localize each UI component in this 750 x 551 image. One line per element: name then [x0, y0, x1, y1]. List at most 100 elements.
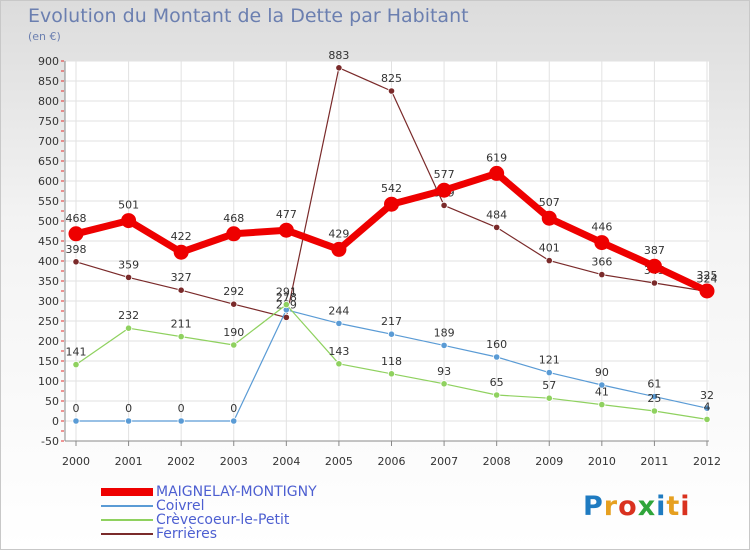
- data-label: 61: [647, 378, 661, 391]
- y-tick-label: 300: [38, 295, 59, 308]
- data-point: [545, 368, 553, 377]
- data-point: [331, 241, 347, 257]
- data-point: [598, 381, 606, 389]
- legend-label: Ferrières: [156, 526, 218, 542]
- data-point: [650, 407, 659, 415]
- data-label: 359: [118, 258, 139, 271]
- data-label: 291: [276, 286, 297, 299]
- data-point: [177, 286, 185, 294]
- data-point: [226, 226, 242, 242]
- x-tick-label: 2002: [167, 455, 195, 468]
- data-point: [598, 400, 606, 409]
- data-label: 387: [644, 244, 665, 257]
- x-tick-label: 2009: [535, 455, 563, 468]
- data-point: [72, 360, 80, 369]
- data-point: [72, 258, 80, 266]
- data-point: [124, 417, 133, 425]
- data-label: 232: [118, 309, 139, 322]
- data-label: 118: [381, 355, 402, 368]
- data-label: 0: [125, 402, 132, 415]
- data-label: 477: [276, 208, 297, 221]
- logo-letter: r: [603, 491, 619, 522]
- y-tick-label: 650: [38, 155, 59, 168]
- x-tick-label: 2001: [115, 455, 143, 468]
- data-point: [387, 370, 396, 378]
- data-point: [489, 165, 505, 181]
- data-label: 217: [381, 315, 402, 328]
- data-point: [387, 87, 396, 95]
- data-point: [493, 391, 501, 399]
- y-tick-label: 100: [38, 375, 59, 388]
- data-point: [177, 417, 185, 425]
- y-tick-label: 450: [38, 235, 59, 248]
- x-tick-label: 2006: [378, 455, 406, 468]
- data-label: 577: [434, 168, 455, 181]
- legend-swatch: [101, 519, 153, 521]
- y-tick-label: 700: [38, 135, 59, 148]
- y-tick-label: 600: [38, 175, 59, 188]
- y-tick-label: 900: [38, 55, 59, 68]
- data-label: 0: [73, 402, 80, 415]
- data-label: 542: [381, 182, 402, 195]
- data-label: 0: [230, 402, 237, 415]
- data-label: 121: [539, 354, 560, 367]
- data-point: [72, 417, 80, 425]
- y-tick-label: 550: [38, 195, 59, 208]
- data-point: [440, 341, 448, 349]
- data-label: 484: [486, 208, 507, 221]
- data-label: 160: [486, 338, 507, 351]
- data-label: 41: [595, 386, 609, 399]
- data-point: [650, 279, 659, 287]
- data-label: 211: [171, 318, 192, 331]
- y-tick-label: 850: [38, 75, 59, 88]
- data-label: 366: [591, 256, 612, 269]
- y-tick-label: 350: [38, 275, 59, 288]
- data-point: [230, 341, 238, 349]
- data-label: 825: [381, 72, 402, 85]
- data-label: 0: [178, 402, 185, 415]
- chart-title: Evolution du Montant de la Dette par Hab…: [28, 5, 469, 27]
- data-label: 93: [437, 365, 451, 378]
- data-label: 292: [223, 285, 244, 298]
- data-point: [384, 196, 399, 212]
- data-label: 429: [328, 227, 349, 240]
- data-point: [650, 392, 659, 401]
- data-label: 507: [539, 196, 560, 209]
- legend-label: Coivrel: [156, 498, 205, 514]
- y-tick-label: 250: [38, 315, 59, 328]
- data-point: [173, 244, 189, 260]
- data-label: 25: [647, 392, 661, 405]
- logo-letter: P: [583, 491, 604, 522]
- data-point: [124, 324, 133, 332]
- data-label: 143: [328, 345, 349, 358]
- x-tick-label: 2008: [483, 455, 511, 468]
- logo-letter: i: [656, 491, 667, 522]
- legend-swatch: [101, 505, 153, 507]
- y-tick-label: 200: [38, 335, 59, 348]
- x-tick-label: 2003: [220, 455, 248, 468]
- proxiti-logo: Proxiti: [583, 491, 691, 522]
- data-point: [598, 270, 606, 279]
- data-label: 446: [591, 221, 612, 234]
- y-tick-label: 400: [38, 255, 59, 268]
- data-label: 244: [328, 304, 349, 317]
- data-label: 141: [66, 346, 87, 359]
- legend-swatch: [101, 533, 153, 535]
- data-point: [545, 256, 553, 265]
- y-tick-label: -50: [41, 435, 59, 448]
- data-point: [703, 415, 711, 423]
- y-tick-label: 150: [38, 355, 59, 368]
- data-label: 57: [542, 379, 556, 392]
- logo-letter: x: [637, 491, 657, 522]
- data-point: [230, 300, 238, 308]
- x-tick-label: 2010: [588, 455, 616, 468]
- data-label: 619: [486, 151, 507, 164]
- x-tick-label: 2011: [640, 455, 668, 468]
- data-point: [594, 235, 610, 251]
- data-label: 32: [700, 389, 714, 402]
- logo-letter: o: [618, 491, 638, 522]
- y-tick-label: 800: [38, 95, 59, 108]
- data-label: 327: [171, 271, 192, 284]
- legend-label: Crèvecoeur-le-Petit: [156, 512, 290, 528]
